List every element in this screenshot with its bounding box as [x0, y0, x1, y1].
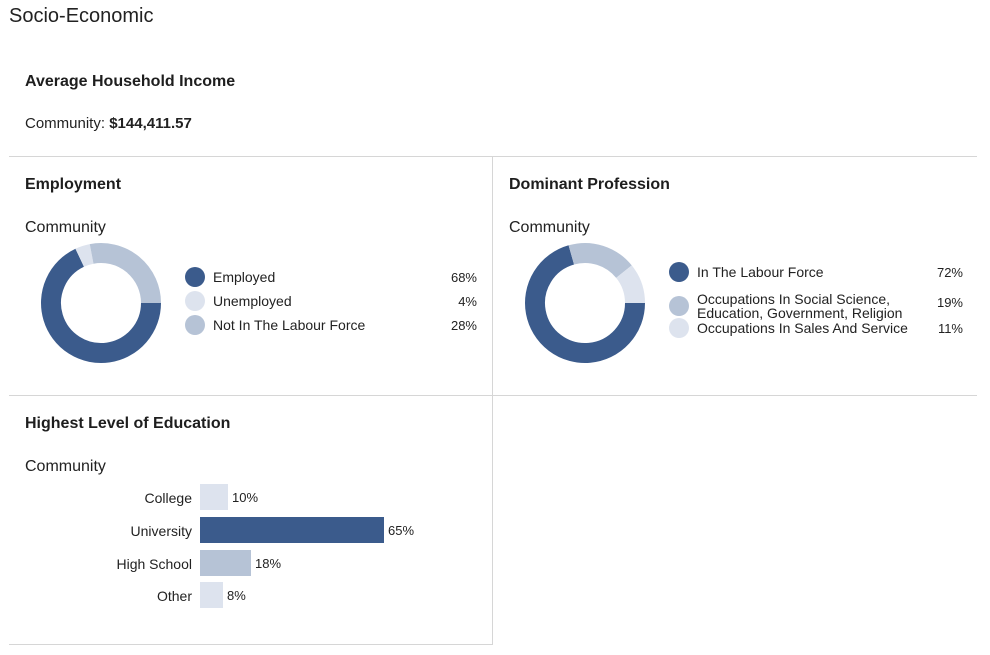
divider-top: [9, 156, 977, 157]
legend-label: Employed: [213, 269, 276, 285]
employment-slice-unemployed: [75, 244, 94, 267]
income-label: Community:: [25, 115, 106, 132]
employment-card-title: Employment: [25, 176, 122, 193]
income-line: Community: $144,411.57: [25, 115, 192, 132]
bar-category-label: College: [144, 490, 192, 506]
employment-legend-value: 4%: [458, 294, 477, 309]
divider-vertical: [492, 156, 493, 645]
education-subtitle: Community: [25, 458, 106, 475]
profession-slice-in-the-labour-force: [525, 245, 645, 363]
legend-swatch: [185, 315, 205, 335]
bar-value-label: 65%: [388, 523, 415, 538]
profession-legend-item: In The Labour Force: [669, 262, 824, 282]
profession-slice-occupations-in-sales-and-service: [615, 265, 645, 304]
education-card-title: Highest Level of Education: [25, 415, 231, 432]
bar-category-label: University: [130, 523, 192, 539]
income-card-title: Average Household Income: [25, 73, 236, 90]
legend-label: Unemployed: [213, 293, 292, 309]
legend-label-line: Occupations In Social Science,: [697, 291, 890, 307]
profession-legend-value: 19%: [936, 295, 963, 310]
divider-bottom: [9, 644, 493, 645]
employment-subtitle: Community: [25, 219, 106, 236]
bar-high-school: [200, 550, 251, 576]
bar-category-label: Other: [156, 588, 192, 604]
bar-value-label: 18%: [255, 556, 282, 571]
profession-legend: In The Labour Force 72% Occupations In Soc…: [669, 262, 963, 344]
employment-legend: Employed 68% Unemployed 4% Not In The Labour…: [185, 266, 477, 338]
profession-legend-value: 72%: [936, 265, 963, 280]
employment-donut: [41, 243, 161, 363]
legend-label: Occupations In Social Science, Education,…: [697, 292, 902, 320]
profession-legend-item: Occupations In Sales And Service: [669, 318, 908, 338]
legend-label: Not In The Labour Force: [213, 317, 366, 333]
legend-label-line: Education, Government, Religion: [697, 305, 903, 321]
profession-donut: [525, 243, 645, 363]
employment-legend-item: Unemployed: [185, 291, 292, 311]
legend-swatch: [669, 262, 689, 282]
profession-subtitle: Community: [509, 219, 590, 236]
employment-legend-value: 28%: [450, 318, 477, 333]
bar-other: [200, 582, 223, 608]
income-value: $144,411.57: [109, 115, 192, 132]
employment-legend-item: Employed: [185, 267, 275, 287]
employment-legend-value: 68%: [450, 270, 477, 285]
bar-category-label: High School: [116, 556, 193, 572]
employment-slice-employed: [41, 248, 161, 363]
bar-university: [200, 517, 384, 543]
legend-swatch: [185, 291, 205, 311]
legend-label: Occupations In Sales And Service: [697, 320, 908, 336]
employment-slice-not-in-the-labour-force: [89, 243, 161, 304]
divider-middle: [9, 395, 977, 396]
profession-legend-item: Occupations In Social Science, Education,…: [669, 292, 902, 320]
bar-value-label: 10%: [232, 490, 259, 505]
profession-card-title: Dominant Profession: [509, 176, 670, 193]
legend-label: In The Labour Force: [697, 264, 824, 280]
page-title: Socio-Economic: [9, 5, 154, 27]
bar-college: [200, 484, 228, 510]
profession-slice-occupations-in-social-science-education-government-religion: [568, 243, 632, 279]
legend-swatch: [669, 318, 689, 338]
employment-legend-item: Not In The Labour Force: [185, 315, 365, 335]
legend-swatch: [669, 296, 689, 316]
legend-swatch: [185, 267, 205, 287]
profession-legend-value: 11%: [937, 321, 963, 336]
bar-value-label: 8%: [227, 588, 246, 603]
